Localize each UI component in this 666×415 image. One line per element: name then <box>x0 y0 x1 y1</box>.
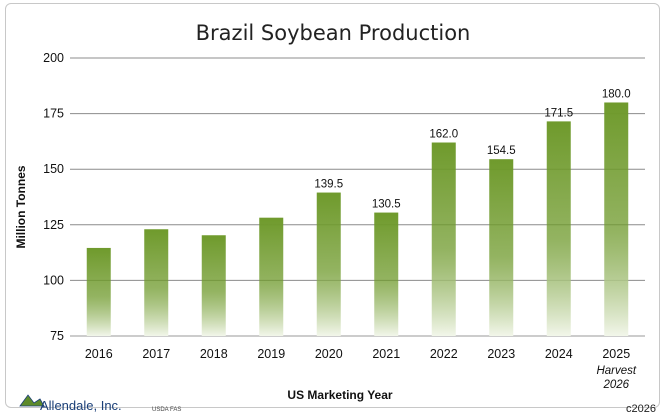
x-tick-label: 2017 <box>142 347 170 361</box>
x-tick-label: 2016 <box>85 347 113 361</box>
copyright-note: c2026 <box>626 403 656 415</box>
bars <box>86 102 629 336</box>
x-tick-label: 2020 <box>315 347 343 361</box>
x-tick-label: 2018 <box>200 347 228 361</box>
y-tick-label: 200 <box>43 51 64 65</box>
logo-mark-icon <box>19 394 45 407</box>
x-tick-label: 2023 <box>487 347 515 361</box>
y-tick-label: 150 <box>43 162 64 176</box>
x-tick-sublabel: 2026 <box>602 379 629 391</box>
data-label: 154.5 <box>487 145 516 157</box>
bar <box>144 229 169 336</box>
data-label: 139.5 <box>314 179 343 191</box>
allendale-logo: Allendale, Inc. <box>19 394 122 413</box>
x-axis-label: US Marketing Year <box>287 388 392 402</box>
data-label: 162.0 <box>429 129 458 141</box>
source-note: USDA FAS <box>152 407 181 413</box>
bar <box>316 192 341 336</box>
chart-title: Brazil Soybean Production <box>196 21 471 45</box>
data-labels: 139.5 130.5 162.0 154.5 171.5 180.0 <box>314 88 630 210</box>
y-tick-label: 125 <box>43 218 64 232</box>
bar <box>374 212 399 336</box>
y-tick-label: 175 <box>43 107 64 121</box>
y-tick-label: 100 <box>43 273 64 287</box>
data-label: 171.5 <box>544 107 573 119</box>
bar <box>489 159 514 336</box>
bar <box>259 217 284 336</box>
bar <box>546 121 571 336</box>
bar <box>201 235 226 336</box>
bar <box>604 102 629 336</box>
bar <box>86 247 111 336</box>
x-tick-label: 2021 <box>372 347 400 361</box>
data-label: 130.5 <box>372 199 401 211</box>
y-axis-ticks: 75 100 125 150 175 200 <box>43 51 64 343</box>
x-tick-label: 2019 <box>257 347 285 361</box>
x-tick-sublabel: Harvest <box>596 365 636 377</box>
data-label: 180.0 <box>602 88 631 100</box>
y-axis-label: Million Tonnes <box>14 165 28 248</box>
x-tick-label: 2025 <box>602 347 630 361</box>
x-tick-label: 2022 <box>430 347 458 361</box>
y-tick-label: 75 <box>50 329 64 343</box>
x-axis-ticks: 2016 2017 2018 2019 2020 2021 2022 2023 2024 2025… <box>85 347 637 391</box>
x-tick-label: 2024 <box>545 347 573 361</box>
logo-text: Allendale, Inc. <box>40 398 122 413</box>
bar <box>431 142 456 336</box>
